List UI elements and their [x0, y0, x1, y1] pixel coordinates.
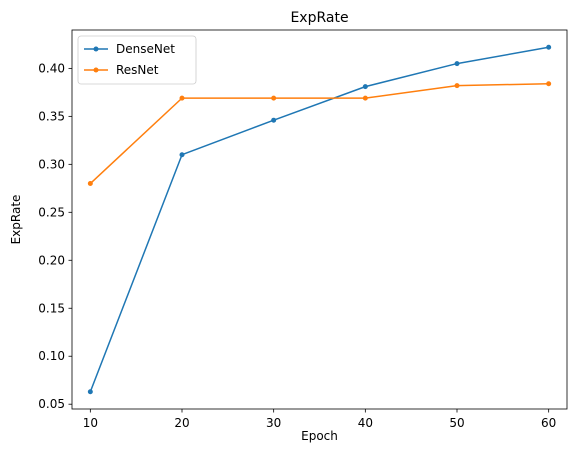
legend-label-resnet: ResNet [116, 63, 159, 77]
x-tick-label: 10 [83, 416, 98, 430]
y-tick-label: 0.20 [38, 253, 65, 267]
x-tick-label: 60 [541, 416, 556, 430]
data-point-resnet [454, 83, 460, 89]
series-line-resnet [89, 82, 550, 185]
data-point-densenet [87, 389, 93, 395]
data-point-densenet [454, 61, 460, 67]
legend-box [77, 35, 197, 85]
data-point-densenet [179, 152, 185, 158]
data-point-resnet [87, 181, 93, 187]
x-tick-label: 30 [266, 416, 281, 430]
data-point-resnet [179, 95, 185, 101]
x-tick-label: 20 [174, 416, 189, 430]
y-tick-label: 0.05 [38, 397, 65, 411]
x-axis-ticks: 10 20 30 40 50 60 [83, 409, 556, 430]
data-point-resnet [546, 81, 552, 87]
legend-marker-densenet [93, 46, 99, 52]
series-line-densenet [89, 46, 550, 393]
x-tick-label: 40 [358, 416, 373, 430]
y-tick-label: 0.35 [38, 109, 65, 123]
x-axis-label: Epoch [301, 429, 338, 443]
y-tick-label: 0.25 [38, 205, 65, 219]
y-tick-label: 0.40 [38, 61, 65, 75]
data-point-resnet [271, 95, 277, 101]
data-point-densenet [362, 84, 368, 90]
x-tick-label: 50 [449, 416, 464, 430]
y-axis-label: ExpRate [9, 195, 23, 245]
chart-title: ExpRate [290, 10, 348, 26]
data-point-densenet [271, 117, 277, 123]
plot-frame [71, 29, 568, 410]
data-point-resnet [362, 95, 368, 101]
series-layer [87, 44, 552, 395]
data-point-densenet [546, 44, 552, 50]
y-tick-label: 0.30 [38, 157, 65, 171]
legend: DenseNet ResNet [77, 35, 197, 85]
y-tick-label: 0.15 [38, 301, 65, 315]
legend-marker-resnet [93, 67, 99, 73]
plot-area [72, 30, 567, 409]
legend-label-densenet: DenseNet [116, 42, 175, 56]
y-axis-ticks: 0.05 0.10 0.15 0.20 0.25 0.30 0.35 0.40 [38, 61, 72, 411]
y-tick-label: 0.10 [38, 349, 65, 363]
